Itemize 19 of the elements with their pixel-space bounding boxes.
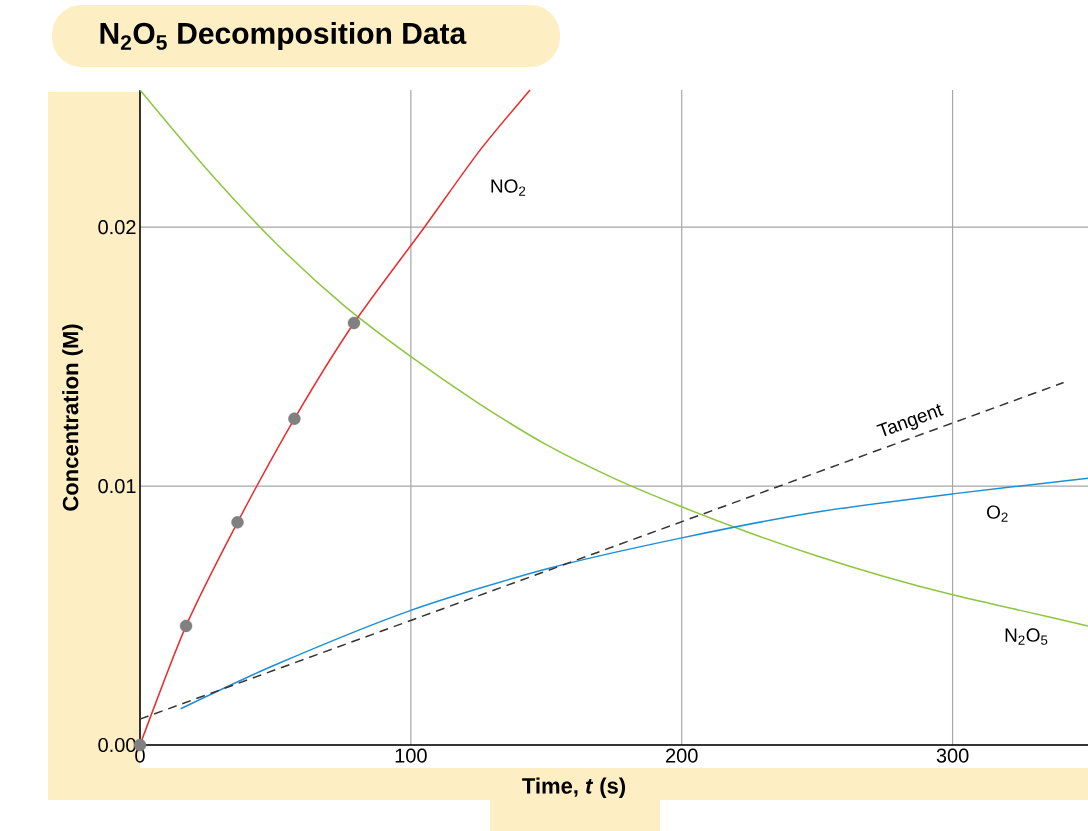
chart-title: N$_{2}$O$_{5}$ Decomposition Data [100, 22, 467, 50]
text: Tangent [876, 403, 944, 437]
line-series [179, 477, 1088, 710]
x-tick-label: 300 [936, 748, 969, 763]
point [231, 516, 244, 529]
y-tick-label: 0.02 [98, 220, 136, 235]
y-tick-label: 0.01 [98, 479, 136, 494]
y-axis-title: Concentration (M) [62, 324, 83, 511]
point [288, 412, 301, 425]
series-label: NO$_{2}$ [491, 179, 526, 196]
x-tick-label: 100 [395, 748, 427, 763]
point [347, 316, 361, 330]
series-label: N$_{2}$O$_{5}$ [1005, 628, 1048, 645]
x-axis-title: Time, t (s) [522, 777, 626, 799]
series-label: O$_{2}$ [987, 505, 1008, 522]
x-tick-label: 200 [666, 748, 698, 763]
point [179, 619, 193, 633]
line-series [139, 89, 1088, 627]
y-tick-label: 0.00 [98, 737, 136, 753]
